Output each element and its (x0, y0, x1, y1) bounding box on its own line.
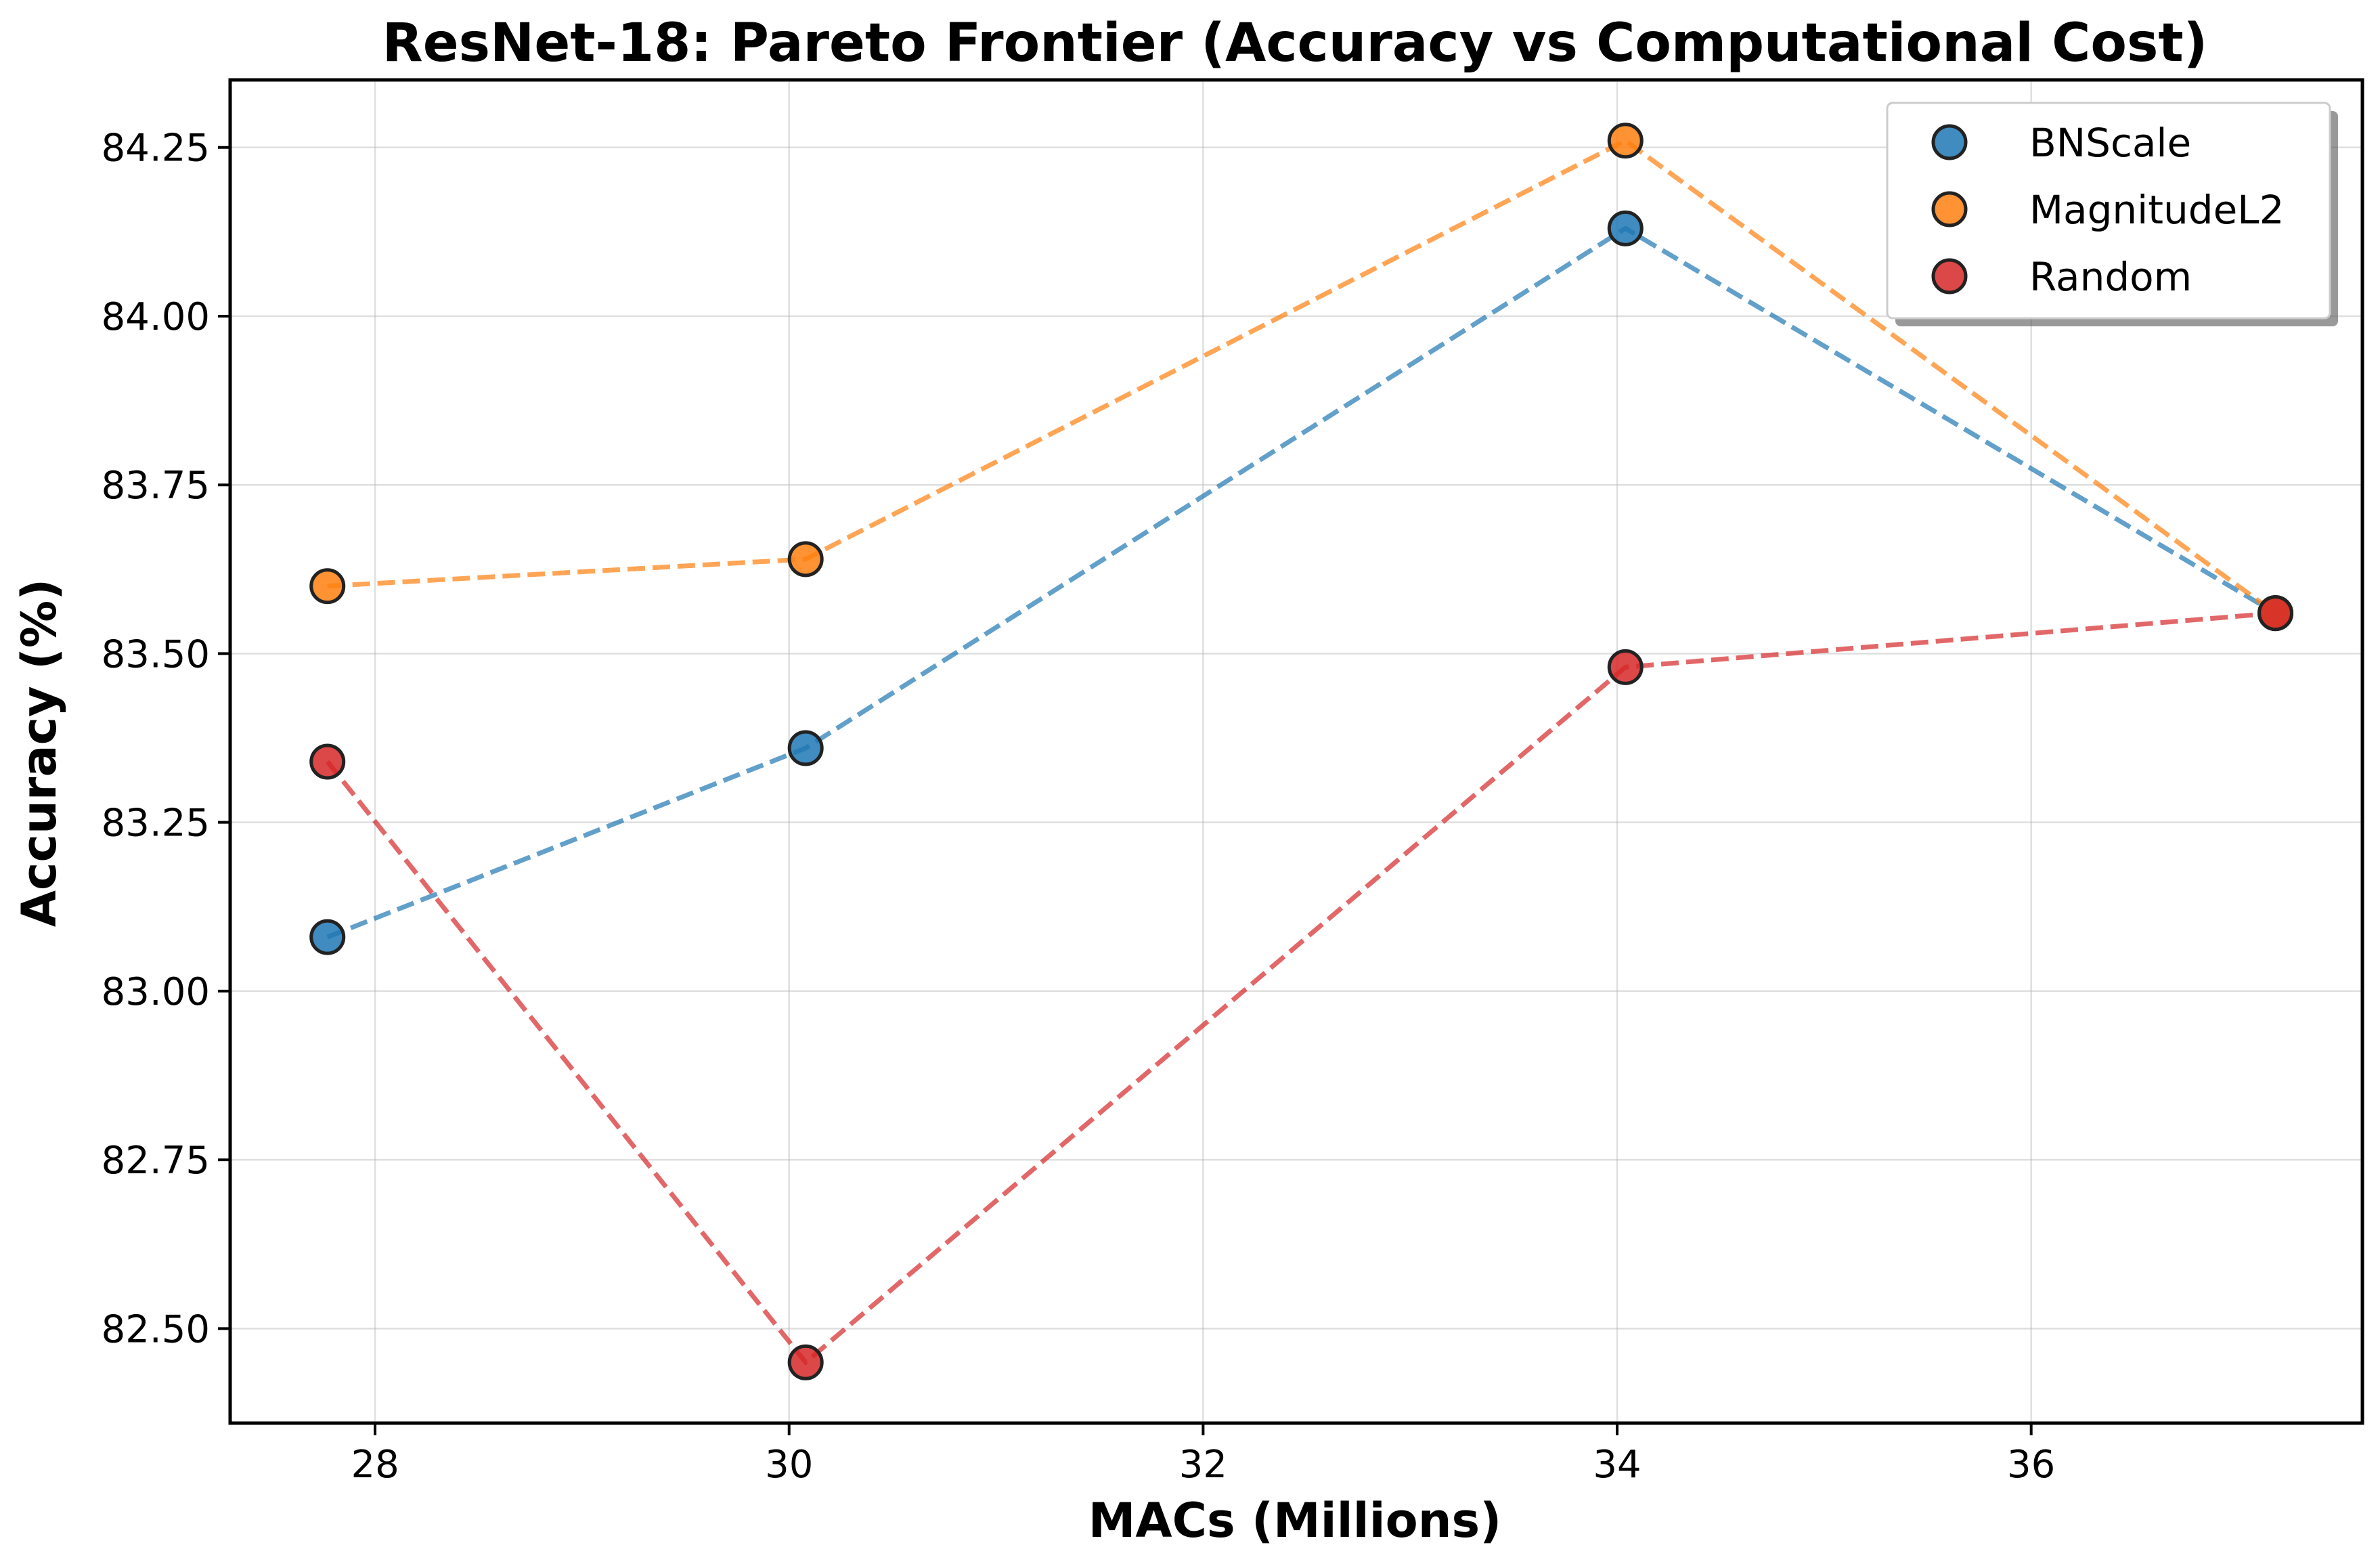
data-point-magnitudel2 (1607, 123, 1644, 159)
x-tick-label: 34 (1593, 1443, 1641, 1487)
y-tick-label: 82.50 (102, 1307, 210, 1351)
data-point-magnitudel2 (787, 541, 824, 578)
data-point-random (2257, 595, 2294, 632)
legend-marker (1931, 191, 1968, 227)
y-tick-label: 84.25 (102, 127, 210, 171)
chart-title: ResNet-18: Pareto Frontier (Accuracy vs … (382, 13, 2208, 74)
legend-marker (1931, 124, 1968, 160)
x-tick-label: 36 (2007, 1443, 2055, 1487)
x-tick-label: 28 (351, 1443, 399, 1487)
legend: BNScale MagnitudeL2 Random (1886, 102, 2338, 326)
data-point-bnscale (787, 730, 824, 766)
series-line-bnscale (326, 225, 2277, 940)
legend-box (1886, 102, 2331, 320)
x-tick-label: 32 (1179, 1443, 1227, 1487)
data-point-random (787, 1344, 824, 1380)
x-axis-ticks: 28 30 32 34 36 (351, 1423, 2055, 1487)
legend-label: MagnitudeL2 (2029, 187, 2285, 233)
y-tick-label: 83.50 (102, 632, 210, 676)
y-tick-label: 83.00 (102, 970, 210, 1014)
y-tick-label: 83.75 (102, 464, 210, 508)
data-point-random (309, 743, 346, 780)
legend-marker (1931, 258, 1968, 295)
legend-label: Random (2029, 254, 2192, 300)
y-tick-label: 83.25 (102, 802, 210, 846)
y-axis-ticks: 82.50 82.75 83.00 83.25 83.50 83.75 84.00 84.25 (102, 127, 230, 1351)
data-point-random (1607, 649, 1644, 685)
y-axis-label: Accuracy (%) (12, 579, 67, 927)
series-points (309, 123, 2294, 1380)
series-line-magnitudel2 (327, 137, 2277, 615)
series-line-random (325, 611, 2276, 1366)
data-point-bnscale (1607, 210, 1644, 246)
y-tick-label: 82.75 (102, 1139, 210, 1183)
legend-label: BNScale (2029, 120, 2191, 166)
y-tick-label: 84.00 (102, 295, 210, 339)
series-lines (325, 137, 2277, 1366)
x-tick-label: 30 (765, 1443, 813, 1487)
x-axis-label: MACs (Millions) (1088, 1493, 1501, 1548)
data-point-magnitudel2 (309, 568, 346, 605)
data-point-bnscale (309, 919, 346, 955)
plot-area-frame (228, 78, 2364, 1425)
